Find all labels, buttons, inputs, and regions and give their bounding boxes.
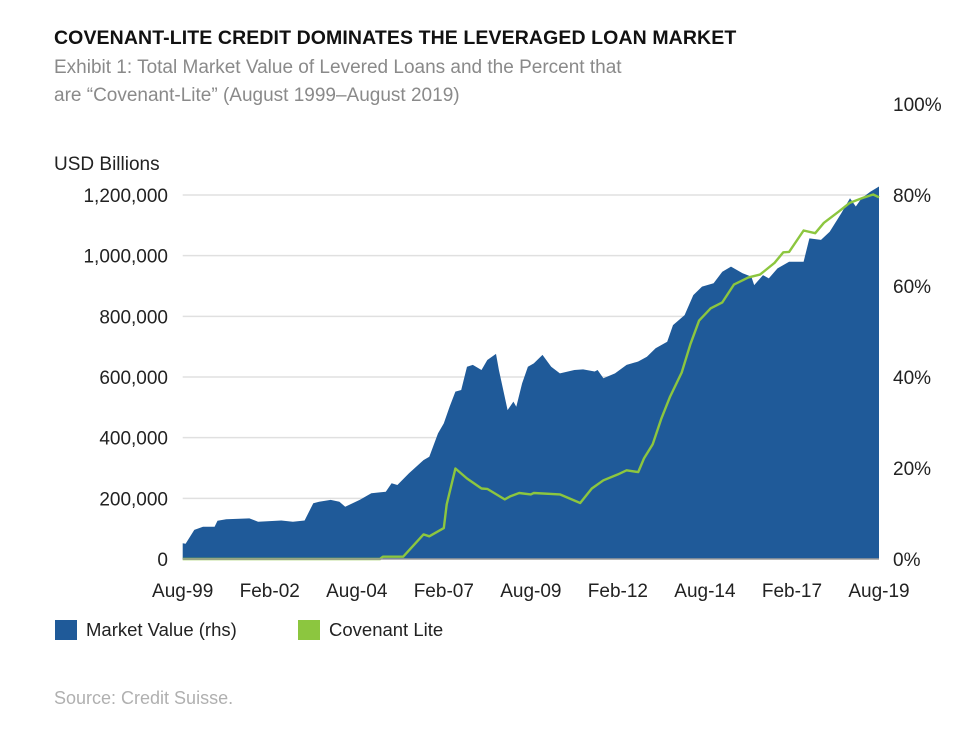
right-tick-label: 0% — [893, 550, 921, 571]
right-tick-label: 20% — [893, 459, 931, 480]
left-tick-label: 800,000 — [99, 307, 168, 328]
left-axis-label: USD Billions — [54, 154, 160, 175]
right-tick-label: 80% — [893, 186, 931, 207]
x-tick-label: Aug-09 — [500, 581, 561, 602]
x-tick-label: Feb-02 — [240, 581, 300, 602]
x-tick-label: Aug-19 — [848, 581, 909, 602]
legend-label-market-value: Market Value (rhs) — [86, 619, 237, 640]
plot-area — [182, 186, 880, 561]
source-note: Source: Credit Suisse. — [54, 688, 234, 708]
x-tick-label: Feb-07 — [414, 581, 474, 602]
left-tick-label: 1,000,000 — [83, 247, 168, 268]
left-tick-label: 1,200,000 — [83, 186, 168, 207]
x-tick-label: Feb-17 — [762, 581, 822, 602]
x-tick-label: Aug-99 — [152, 581, 213, 602]
legend-swatch-covenant-lite — [298, 620, 320, 640]
chart-title: COVENANT-LITE CREDIT DOMINATES THE LEVER… — [54, 27, 737, 49]
legend-swatch-market-value — [55, 620, 77, 640]
left-tick-label: 0 — [157, 550, 168, 571]
right-tick-label: 40% — [893, 368, 931, 389]
market-value-area — [182, 186, 879, 559]
axes: 0 200,000 400,000 600,000 800,000 1,000,000 1,… — [83, 95, 941, 602]
left-tick-label: 200,000 — [99, 489, 168, 510]
legend-label-covenant-lite: Covenant Lite — [329, 619, 444, 640]
legend-item-market-value: Market Value (rhs) — [55, 619, 237, 641]
x-tick-label: Aug-14 — [674, 581, 736, 602]
right-tick-label: 60% — [893, 277, 931, 298]
x-tick-label: Feb-12 — [588, 581, 648, 602]
left-tick-label: 600,000 — [99, 368, 168, 389]
legend-item-covenant-lite: Covenant Lite — [298, 619, 443, 641]
chart-subtitle-line1: Exhibit 1: Total Market Value of Levered… — [54, 57, 622, 78]
right-tick-label: 100% — [893, 95, 942, 116]
covenant-lite-line — [182, 193, 880, 561]
left-tick-label: 400,000 — [99, 429, 168, 450]
chart-subtitle-line2: are “Covenant-Lite” (August 1999–August … — [54, 85, 460, 106]
x-tick-label: Aug-04 — [326, 581, 388, 602]
